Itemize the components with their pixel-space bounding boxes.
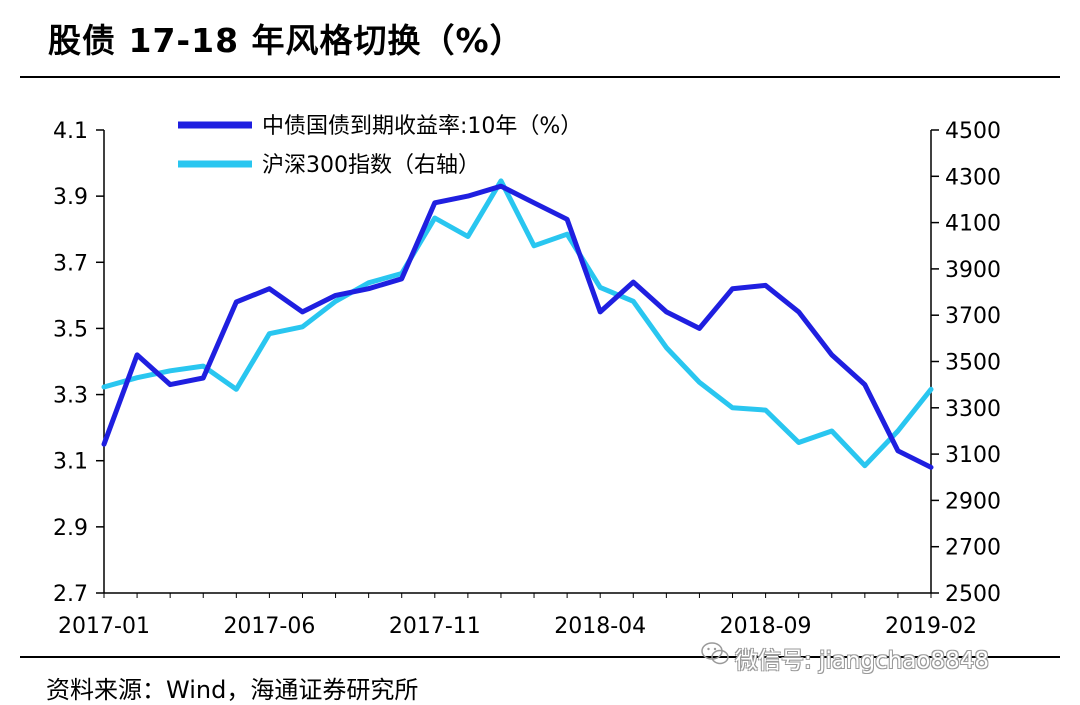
title-bar: 股债 17-18 年风格切换（%）	[0, 0, 1080, 78]
legend: 中债国债到期收益率:10年（%） 沪深300指数（右轴）	[178, 114, 582, 178]
right-tick-label: 2700	[945, 536, 1001, 561]
x-tick-label: 2017-06	[223, 614, 315, 639]
left-tick-label: 2.9	[53, 516, 88, 541]
right-tick-label: 4100	[945, 212, 1001, 237]
chart-title: 股债 17-18 年风格切换（%）	[48, 21, 524, 60]
x-tick-label: 2017-01	[58, 614, 150, 639]
right-tick-label: 2900	[945, 489, 1001, 514]
right-tick-label: 3700	[945, 304, 1001, 329]
x-tick-label: 2018-09	[720, 614, 812, 639]
left-tick-label: 3.5	[53, 317, 88, 342]
legend-label: 沪深300指数（右轴）	[262, 153, 480, 178]
x-tick-label: 2019-02	[885, 614, 977, 639]
series-layer	[101, 178, 934, 470]
left-tick-label: 4.1	[53, 119, 88, 144]
right-tick-label: 2500	[945, 582, 1001, 607]
wechat-icon	[701, 642, 729, 665]
left-tick-label: 2.7	[53, 582, 88, 607]
right-tick-label: 3100	[945, 443, 1001, 468]
series-line-bond-yield	[101, 183, 934, 470]
right-tick-label: 3500	[945, 351, 1001, 376]
series-line-csi300	[101, 178, 934, 469]
legend-label: 中债国债到期收益率:10年（%）	[262, 114, 582, 139]
right-tick-label: 3900	[945, 258, 1001, 283]
footer-divider	[20, 656, 1060, 658]
x-tick-label: 2017-11	[389, 614, 481, 639]
left-tick-label: 3.1	[53, 450, 88, 475]
watermark: 微信号: jiangchao8848	[735, 648, 990, 674]
right-tick-label: 4300	[945, 165, 1001, 190]
left-tick-label: 3.9	[53, 185, 88, 210]
left-tick-label: 3.3	[53, 384, 88, 409]
axes: 4.1 3.9 3.7 3.5 3.3 3.1 2.9 2.7 4500 4300 4100 3900…	[53, 119, 1001, 639]
left-tick-label: 3.7	[53, 251, 88, 276]
x-tick-label: 2018-04	[554, 614, 646, 639]
source-note: 资料来源：Wind，海通证券研究所	[46, 676, 419, 704]
right-tick-label: 3300	[945, 397, 1001, 422]
title-divider	[20, 76, 1060, 78]
right-tick-label: 4500	[945, 119, 1001, 144]
